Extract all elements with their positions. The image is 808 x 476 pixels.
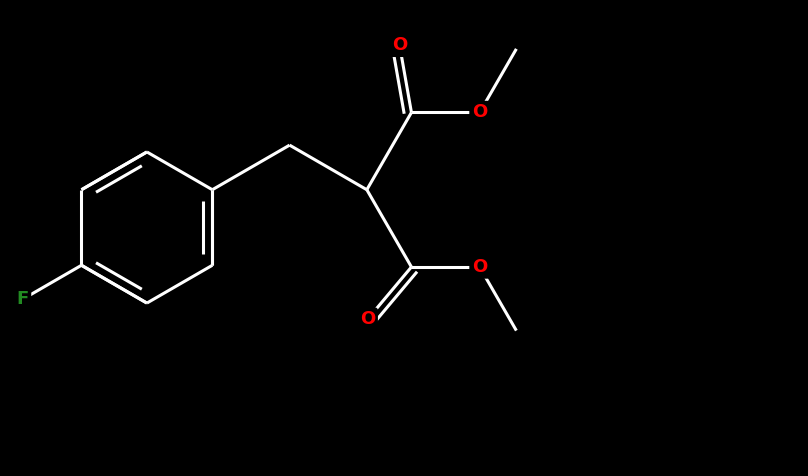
- Text: O: O: [360, 310, 375, 328]
- Text: O: O: [392, 36, 407, 54]
- Text: O: O: [472, 258, 487, 276]
- Text: F: F: [16, 290, 28, 308]
- Text: O: O: [472, 103, 487, 121]
